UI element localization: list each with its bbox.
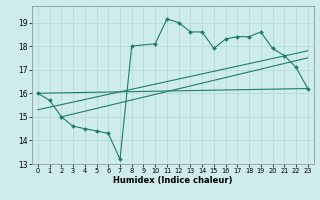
X-axis label: Humidex (Indice chaleur): Humidex (Indice chaleur) xyxy=(113,176,233,185)
